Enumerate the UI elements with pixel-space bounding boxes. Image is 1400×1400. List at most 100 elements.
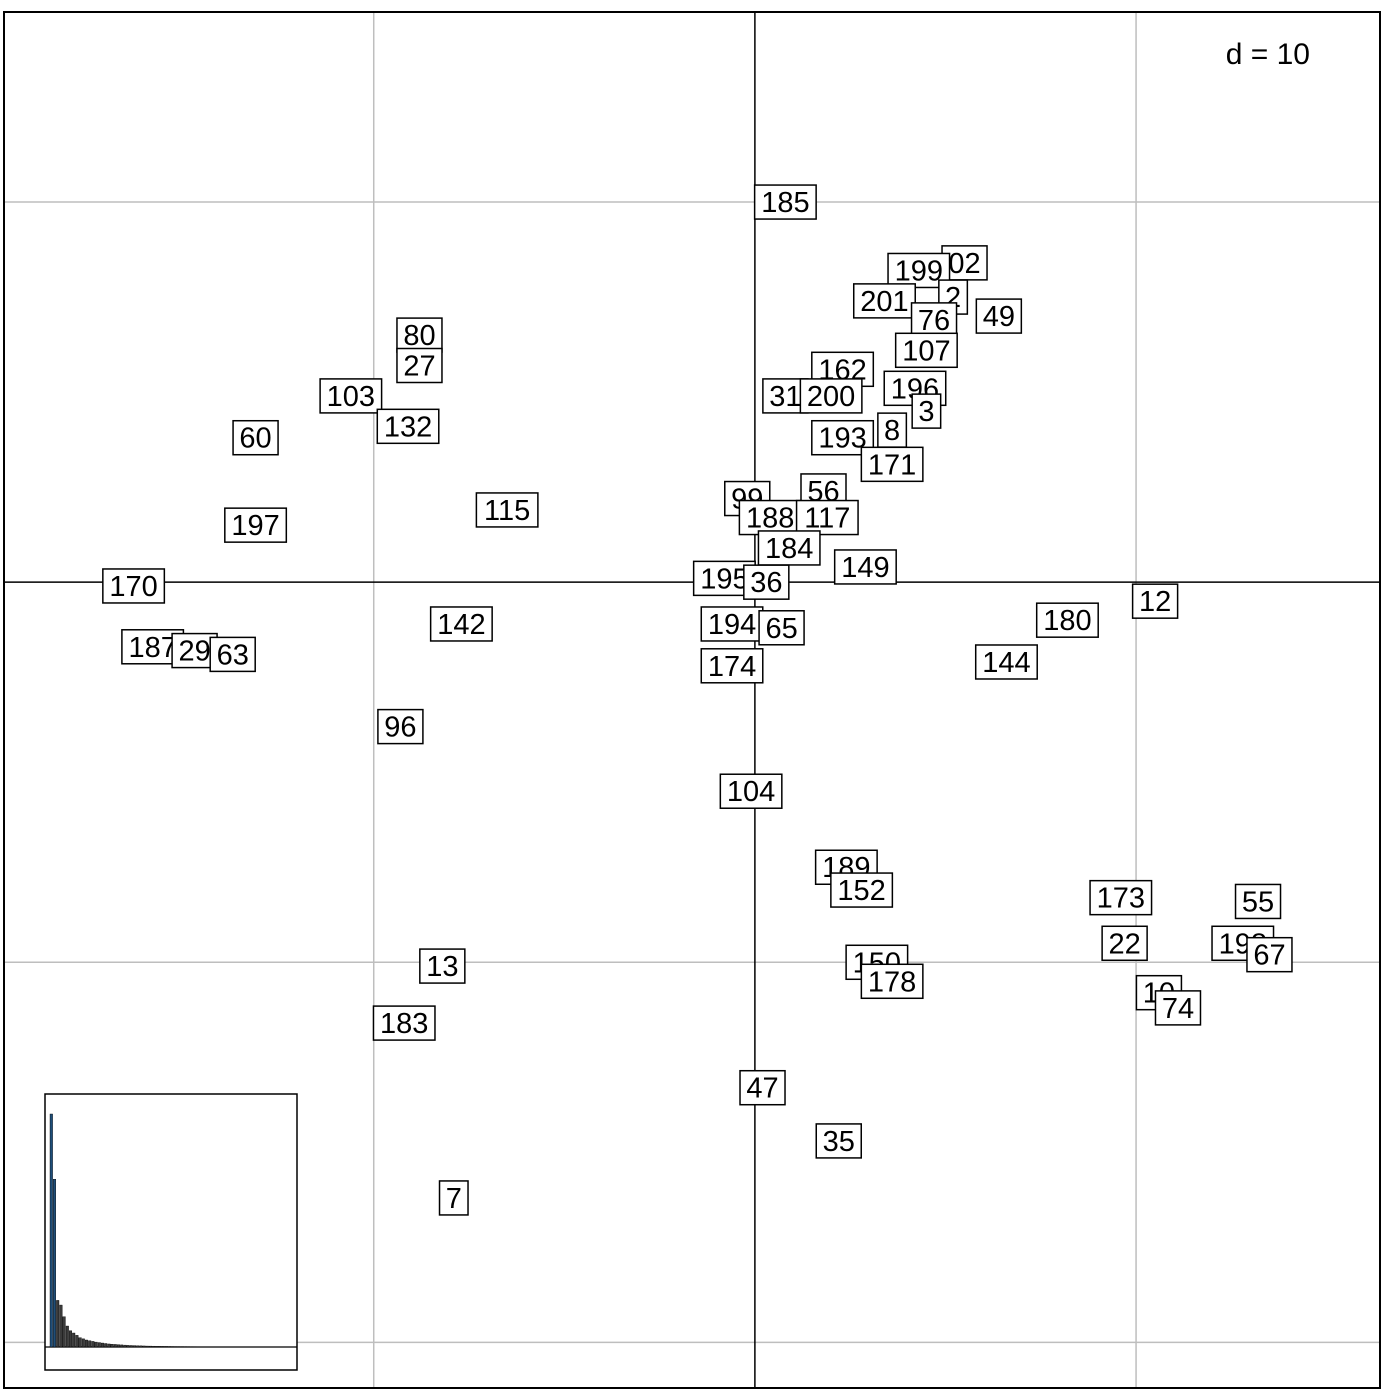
eigenvalue-bars (49, 1113, 210, 1348)
eigenvalue-bar (65, 1325, 69, 1348)
point-label-text: 74 (1162, 993, 1194, 1025)
grid-scale-label: d = 10 (1226, 38, 1310, 71)
point-label-box (739, 1069, 786, 1106)
eigenvalue-bar (145, 1345, 149, 1348)
point-label-box (1234, 883, 1282, 920)
eigenvalue-bar (97, 1342, 101, 1348)
point-label-box (1101, 925, 1148, 962)
point-label: 104 (719, 773, 783, 809)
point-label: 76 (910, 302, 958, 338)
eigenvalue-bar (136, 1345, 140, 1348)
point-label-box (419, 948, 466, 984)
eigenvalue-bar (72, 1332, 76, 1348)
point-label-text: 12 (1139, 586, 1171, 618)
point-label-text: 27 (403, 351, 435, 383)
point-label-text: 188 (746, 503, 794, 535)
point-label-box (743, 564, 790, 600)
point-label: 3 (911, 393, 942, 429)
eigenvalue-bar (168, 1346, 172, 1348)
eigenvalue-bar (56, 1300, 60, 1348)
plot-frame (3, 11, 1381, 1389)
point-label-box (319, 378, 383, 414)
point-label-box (1035, 602, 1099, 638)
point-label-text: 170 (109, 571, 157, 603)
point-label: 96 (377, 708, 424, 745)
point-label-box (852, 283, 916, 319)
point-label-box (910, 302, 958, 338)
point-label-box (753, 184, 817, 220)
point-label-box (209, 636, 256, 673)
point-label: 200 (799, 378, 863, 414)
eigenvalue-inset (44, 1093, 298, 1371)
point-label-text: 96 (384, 712, 416, 744)
point-label-box (833, 549, 897, 585)
point-label-box (102, 568, 166, 604)
point-label: 149 (833, 549, 897, 585)
point-label-text: 29 (178, 636, 210, 668)
point-label: 22 (1101, 925, 1148, 962)
point-label: 132 (376, 408, 440, 445)
point-label-box (860, 963, 924, 1000)
eigenvalue-bar (152, 1345, 156, 1348)
point-label: 49 (975, 298, 1023, 334)
point-label-text: 47 (746, 1073, 778, 1105)
point-label: 60 (232, 419, 279, 456)
point-label-text: 194 (708, 609, 756, 641)
point-label: 47 (739, 1069, 786, 1106)
point-label: 197 (224, 507, 288, 543)
point-label-box (894, 332, 958, 369)
point-label-box (877, 412, 908, 448)
point-label: 174 (700, 648, 764, 684)
eigenvalue-bar (75, 1335, 79, 1348)
point-label-text: 63 (217, 639, 249, 671)
eigenvalue-bar (161, 1346, 165, 1348)
point-label-text: 02 (948, 248, 980, 280)
point-label: 55 (1234, 883, 1282, 920)
point-label-text: 197 (231, 510, 279, 542)
point-label-text: 195 (700, 563, 748, 595)
point-label-box (232, 419, 279, 456)
point-label-text: 76 (918, 305, 950, 337)
point-label-text: 60 (239, 423, 271, 455)
point-label: 201 (852, 283, 916, 319)
point-label-text: 178 (868, 966, 916, 998)
point-label-box (911, 393, 942, 429)
point-label-text: 185 (761, 187, 809, 219)
point-label: 36 (743, 564, 790, 600)
point-label-box (1089, 879, 1153, 916)
point-label-text: 67 (1253, 940, 1285, 972)
point-label-text: 193 (818, 423, 866, 455)
point-label-text: 183 (380, 1008, 428, 1040)
point-label-text: 36 (750, 567, 782, 599)
point-label-box (795, 499, 859, 536)
point-label-text: 187 (128, 632, 176, 664)
point-label-box (1131, 583, 1179, 619)
point-label-box (224, 507, 288, 543)
point-label: 188 (738, 499, 802, 536)
eigenvalue-bar (84, 1339, 88, 1348)
point-label-text: 31 (769, 381, 801, 413)
point-label: 170 (102, 568, 166, 604)
point-label: 12 (1131, 583, 1179, 619)
point-label: 183 (372, 1005, 436, 1041)
eigenvalue-bar (132, 1345, 136, 1348)
point-label-text: 7 (446, 1183, 462, 1215)
eigenvalue-bar (123, 1344, 127, 1348)
eigenvalue-bar (139, 1345, 143, 1348)
eigenvalue-bar (62, 1316, 66, 1348)
point-label-text: 80 (403, 320, 435, 352)
point-label: 107 (894, 332, 958, 369)
point-label: 27 (396, 347, 443, 384)
eigenvalue-bar (148, 1345, 152, 1348)
point-label-box (372, 1005, 436, 1041)
point-label-text: 144 (982, 647, 1030, 679)
point-label: 115 (475, 492, 539, 528)
point-label-text: 3 (918, 396, 934, 428)
point-label-box (975, 298, 1023, 334)
point-label: 63 (209, 636, 256, 673)
eigenvalue-bar (158, 1346, 162, 1348)
eigenvalue-bar (110, 1344, 114, 1348)
point-label-text: 49 (983, 301, 1015, 333)
eigenvalue-bar (171, 1346, 175, 1348)
